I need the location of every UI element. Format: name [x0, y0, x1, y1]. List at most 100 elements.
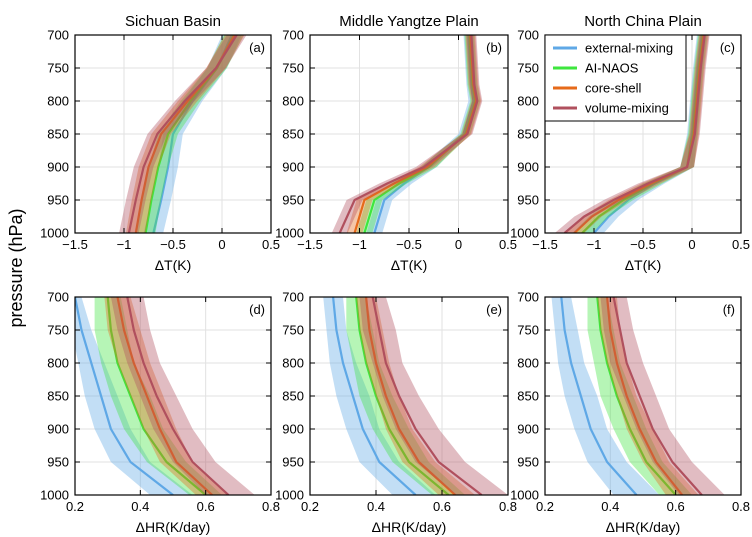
band-volume-mixing	[359, 297, 508, 495]
panel-b: −1.5 −1 −0.5 0 0.5 700 750 800 850 900 950 1000 ΔT(K…	[275, 13, 517, 273]
x-tick-label: 0.5	[499, 237, 517, 252]
band-volume-mixing	[119, 35, 247, 233]
panel-letter: (f)	[723, 302, 735, 317]
band-external-mixing	[584, 35, 707, 233]
y-tick-label: 700	[282, 28, 304, 43]
x-tick-label: −1.5	[62, 237, 88, 252]
line-core-shell	[365, 297, 456, 495]
panel-title: North China Plain	[584, 13, 702, 30]
line-volume-mixing	[371, 297, 483, 495]
line-volume-mixing	[612, 297, 703, 495]
legend: external-mixing AI-NAOS core-shell volume-m…	[544, 34, 687, 122]
x-tick-label: 0.8	[732, 499, 750, 514]
x-axis-label: ΔHR(K/day)	[136, 519, 211, 535]
x-tick-label: −0.5	[396, 237, 422, 252]
x-tick-label: 0.6	[197, 499, 215, 514]
series-group	[75, 297, 255, 495]
panel-d: 0.2 0.4 0.6 0.8 700 750 800 850 900 950 1000 ΔHR(K/…	[40, 290, 280, 536]
band-external-mixing	[143, 35, 242, 233]
band-ai-naos	[356, 35, 481, 233]
band-volume-mixing	[110, 297, 255, 495]
panel-letter: (a)	[249, 40, 265, 55]
line-ai-naos	[106, 297, 207, 495]
band-external-mixing	[366, 35, 479, 233]
panel-letter: (b)	[486, 40, 502, 55]
panel-f: 0.2 0.4 0.6 0.8 700 750 800 850 900 950 1000 ΔHR(K/…	[510, 290, 750, 536]
y-axis-label: pressure (hPa)	[6, 208, 26, 327]
y-tick-label: 800	[517, 356, 539, 371]
y-tick-label: 800	[282, 94, 304, 109]
x-tick-label: 0.2	[536, 499, 554, 514]
x-tick-label: 0.6	[433, 499, 451, 514]
y-tick-label: 1000	[275, 488, 304, 503]
panel-a: −1.5 −1 −0.5 0 0.5 700 750 800 850 900 950 1000 ΔT(K…	[40, 13, 280, 273]
x-tick-label: 0.8	[262, 499, 280, 514]
y-tick-label: 950	[517, 193, 539, 208]
band-core-shell	[564, 35, 709, 233]
y-tick-label: 750	[282, 61, 304, 76]
x-tick-label: 0.4	[367, 499, 385, 514]
x-axis-label: ΔT(K)	[625, 257, 662, 273]
panel-letter: (e)	[486, 302, 502, 317]
line-volume-mixing	[338, 35, 479, 233]
x-tick-label: −1	[587, 237, 602, 252]
y-tick-label: 950	[517, 455, 539, 470]
x-tick-label: 0.4	[601, 499, 619, 514]
band-ai-naos	[346, 297, 466, 495]
band-volume-mixing	[600, 297, 725, 495]
x-tick-label: 0	[688, 237, 695, 252]
band-core-shell	[126, 35, 245, 233]
panel-e: 0.2 0.4 0.6 0.8 700 750 800 850 900 950 1000 ΔHR(K/…	[275, 290, 517, 536]
y-tick-label: 750	[47, 61, 69, 76]
x-tick-label: 0	[455, 237, 462, 252]
y-tick-label: 700	[47, 290, 69, 305]
y-tick-label: 850	[517, 127, 539, 142]
y-tick-label: 900	[282, 422, 304, 437]
y-tick-label: 750	[47, 323, 69, 338]
x-tick-label: −1.5	[532, 237, 558, 252]
y-tick-label: 900	[517, 422, 539, 437]
y-tick-label: 900	[517, 160, 539, 175]
panel-title: Middle Yangtze Plain	[339, 13, 479, 30]
x-tick-label: 0.4	[131, 499, 149, 514]
line-volume-mixing	[127, 35, 238, 233]
y-tick-label: 700	[47, 28, 69, 43]
line-ai-naos	[355, 297, 450, 495]
y-tick-label: 850	[47, 389, 69, 404]
y-tick-label: 750	[517, 61, 539, 76]
panels-group: −1.5 −1 −0.5 0 0.5 700 750 800 850 900 950 1000 ΔT(K…	[40, 13, 750, 535]
panel-letter: (c)	[720, 40, 735, 55]
x-axis-label: ΔHR(K/day)	[372, 519, 447, 535]
x-tick-label: 0	[218, 237, 225, 252]
y-tick-label: 750	[517, 323, 539, 338]
x-tick-label: 0.8	[499, 499, 517, 514]
band-volume-mixing	[331, 35, 483, 233]
line-volume-mixing	[563, 35, 706, 233]
y-tick-label: 850	[282, 127, 304, 142]
band-external-mixing	[323, 297, 436, 495]
y-tick-label: 950	[282, 455, 304, 470]
y-tick-label: 800	[282, 356, 304, 371]
band-core-shell	[104, 297, 229, 495]
x-tick-label: 0.2	[66, 499, 84, 514]
band-volume-mixing	[554, 35, 710, 233]
legend-label-ai-naos: AI-NAOS	[585, 61, 639, 76]
y-tick-label: 850	[517, 389, 539, 404]
y-tick-label: 1000	[40, 226, 69, 241]
x-tick-label: −0.5	[160, 237, 186, 252]
y-tick-label: 700	[517, 290, 539, 305]
y-tick-label: 700	[517, 28, 539, 43]
series-group	[323, 297, 508, 495]
panel-letter: (d)	[249, 302, 265, 317]
y-tick-label: 900	[47, 160, 69, 175]
band-ai-naos	[572, 35, 708, 233]
x-tick-label: 0.6	[667, 499, 685, 514]
x-tick-label: 0.5	[732, 237, 750, 252]
y-tick-label: 800	[517, 94, 539, 109]
y-tick-label: 1000	[275, 226, 304, 241]
y-tick-label: 1000	[40, 488, 69, 503]
x-tick-label: −0.5	[630, 237, 656, 252]
x-axis-label: ΔT(K)	[391, 257, 428, 273]
y-tick-label: 900	[47, 422, 69, 437]
